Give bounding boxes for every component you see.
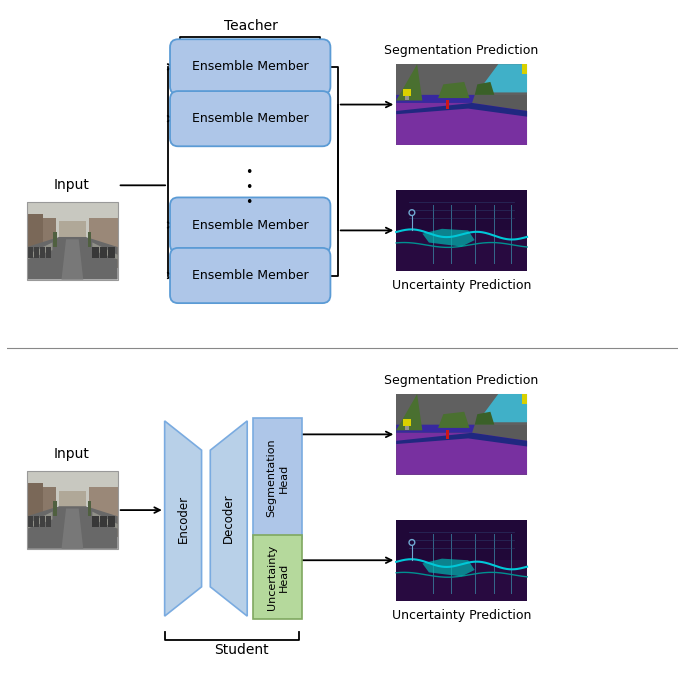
Bar bbox=[403, 419, 410, 427]
FancyBboxPatch shape bbox=[170, 248, 330, 303]
Text: Ensemble Member: Ensemble Member bbox=[192, 269, 308, 282]
Bar bbox=[27, 214, 43, 264]
Polygon shape bbox=[396, 433, 527, 475]
Bar bbox=[53, 232, 57, 247]
Bar bbox=[100, 247, 107, 258]
Bar bbox=[396, 230, 527, 271]
Polygon shape bbox=[475, 82, 495, 95]
Text: Ensemble Member: Ensemble Member bbox=[192, 112, 308, 125]
Bar bbox=[34, 247, 39, 258]
Bar bbox=[396, 394, 527, 425]
Bar bbox=[92, 247, 99, 258]
Bar bbox=[522, 394, 527, 404]
Bar bbox=[88, 232, 91, 247]
Bar bbox=[27, 471, 118, 549]
Bar bbox=[100, 517, 107, 527]
Bar bbox=[34, 517, 39, 527]
Text: Ensemble Member: Ensemble Member bbox=[192, 218, 308, 232]
Bar bbox=[27, 487, 56, 541]
Bar bbox=[46, 247, 51, 258]
Bar bbox=[40, 247, 45, 258]
Bar bbox=[27, 483, 43, 533]
Bar bbox=[396, 520, 527, 600]
Text: Encoder: Encoder bbox=[177, 495, 190, 543]
Text: Teacher: Teacher bbox=[223, 19, 277, 33]
Bar bbox=[108, 517, 114, 527]
Text: Uncertainty Prediction: Uncertainty Prediction bbox=[392, 609, 531, 622]
Polygon shape bbox=[423, 559, 475, 576]
Polygon shape bbox=[62, 508, 84, 549]
Bar bbox=[396, 394, 527, 475]
Bar bbox=[59, 491, 86, 521]
FancyBboxPatch shape bbox=[170, 91, 330, 146]
Polygon shape bbox=[92, 512, 118, 529]
Polygon shape bbox=[396, 425, 475, 433]
Bar bbox=[27, 218, 56, 272]
Text: Ensemble Member: Ensemble Member bbox=[192, 60, 308, 74]
Text: Input: Input bbox=[54, 178, 90, 192]
Polygon shape bbox=[477, 64, 527, 93]
Polygon shape bbox=[27, 512, 53, 529]
Bar bbox=[396, 64, 527, 95]
Polygon shape bbox=[396, 394, 423, 430]
Polygon shape bbox=[438, 412, 469, 428]
Polygon shape bbox=[92, 243, 118, 260]
Polygon shape bbox=[27, 243, 53, 260]
Polygon shape bbox=[396, 433, 527, 447]
Text: Decoder: Decoder bbox=[222, 494, 235, 543]
Bar bbox=[46, 517, 51, 527]
FancyBboxPatch shape bbox=[170, 39, 330, 94]
Bar bbox=[396, 64, 527, 145]
Polygon shape bbox=[396, 103, 527, 145]
FancyBboxPatch shape bbox=[253, 418, 302, 539]
Polygon shape bbox=[27, 506, 118, 549]
Bar bbox=[27, 471, 118, 506]
Bar bbox=[406, 427, 409, 429]
FancyBboxPatch shape bbox=[170, 197, 330, 253]
Bar bbox=[27, 202, 118, 280]
Text: Segmentation Prediction: Segmentation Prediction bbox=[384, 374, 538, 387]
Polygon shape bbox=[396, 64, 423, 100]
Bar bbox=[446, 429, 449, 439]
Polygon shape bbox=[477, 394, 527, 423]
Polygon shape bbox=[62, 239, 84, 280]
Bar bbox=[92, 517, 99, 527]
Bar bbox=[396, 190, 527, 271]
Bar bbox=[88, 487, 118, 537]
Bar bbox=[522, 64, 527, 74]
Text: Segmentation
Head: Segmentation Head bbox=[266, 439, 289, 517]
Polygon shape bbox=[438, 82, 469, 98]
Text: Input: Input bbox=[54, 447, 90, 461]
Text: Uncertainty
Head: Uncertainty Head bbox=[266, 545, 289, 610]
Polygon shape bbox=[423, 229, 475, 247]
Text: •
•
•: • • • bbox=[245, 166, 252, 209]
Bar bbox=[28, 247, 33, 258]
Polygon shape bbox=[210, 421, 247, 616]
FancyBboxPatch shape bbox=[253, 535, 302, 620]
Bar bbox=[108, 247, 114, 258]
Bar bbox=[403, 89, 410, 96]
Bar bbox=[53, 501, 57, 517]
Polygon shape bbox=[396, 95, 475, 103]
Bar bbox=[28, 517, 33, 527]
Polygon shape bbox=[27, 237, 118, 280]
Polygon shape bbox=[396, 103, 527, 117]
Bar bbox=[88, 218, 118, 268]
Bar bbox=[40, 517, 45, 527]
Text: Student: Student bbox=[214, 643, 269, 657]
Bar bbox=[88, 501, 91, 517]
Bar bbox=[396, 560, 527, 600]
Polygon shape bbox=[475, 412, 495, 425]
Text: Segmentation Prediction: Segmentation Prediction bbox=[384, 45, 538, 58]
Bar bbox=[59, 221, 86, 252]
Text: Uncertainty Prediction: Uncertainty Prediction bbox=[392, 279, 531, 292]
Polygon shape bbox=[164, 421, 201, 616]
Bar bbox=[406, 96, 409, 100]
Bar bbox=[27, 202, 118, 237]
Bar bbox=[446, 100, 449, 109]
